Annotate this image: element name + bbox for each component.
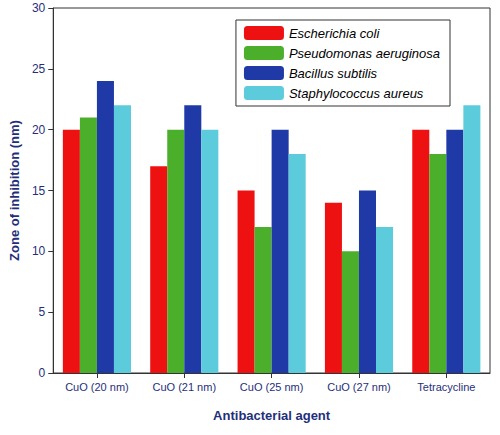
svg-text:20: 20 xyxy=(32,123,46,137)
svg-text:0: 0 xyxy=(39,366,46,380)
svg-text:Tetracycline: Tetracycline xyxy=(417,381,475,393)
svg-text:CuO (20 nm): CuO (20 nm) xyxy=(65,381,129,393)
svg-text:30: 30 xyxy=(32,1,46,15)
svg-text:Bacillus subtilis: Bacillus subtilis xyxy=(289,66,378,81)
svg-text:Zone of inhibition (nm): Zone of inhibition (nm) xyxy=(7,120,22,261)
svg-text:Pseudomonas aeruginosa: Pseudomonas aeruginosa xyxy=(289,46,440,61)
svg-text:15: 15 xyxy=(32,184,46,198)
svg-text:25: 25 xyxy=(32,62,46,76)
svg-text:CuO (27 nm): CuO (27 nm) xyxy=(327,381,391,393)
svg-text:Antibacterial agent: Antibacterial agent xyxy=(213,408,331,423)
svg-text:10: 10 xyxy=(32,244,46,258)
svg-text:Escherichia coli: Escherichia coli xyxy=(289,26,380,41)
svg-text:5: 5 xyxy=(39,305,46,319)
svg-text:CuO (21 nm): CuO (21 nm) xyxy=(152,381,216,393)
svg-text:Staphylococcus aureus: Staphylococcus aureus xyxy=(289,86,424,101)
svg-text:CuO (25 nm): CuO (25 nm) xyxy=(240,381,304,393)
